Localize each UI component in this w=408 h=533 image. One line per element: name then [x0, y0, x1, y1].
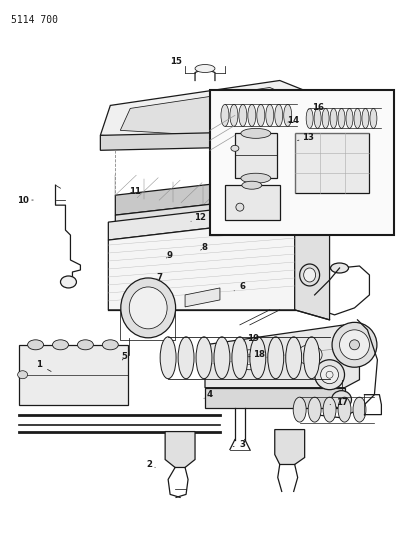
Bar	[283, 100, 308, 118]
Ellipse shape	[28, 340, 44, 350]
Text: 2: 2	[146, 460, 155, 469]
Text: 16: 16	[308, 102, 324, 111]
Text: 9: 9	[166, 252, 173, 260]
Ellipse shape	[299, 264, 319, 286]
Ellipse shape	[288, 104, 302, 115]
Ellipse shape	[286, 337, 302, 379]
Ellipse shape	[178, 337, 194, 379]
Ellipse shape	[338, 397, 351, 422]
Ellipse shape	[129, 287, 167, 329]
Ellipse shape	[221, 104, 229, 126]
Ellipse shape	[306, 108, 313, 128]
Ellipse shape	[242, 181, 262, 189]
Text: 4: 4	[204, 390, 213, 399]
Polygon shape	[290, 195, 310, 235]
Polygon shape	[295, 218, 330, 320]
Ellipse shape	[308, 397, 321, 422]
Bar	[295, 133, 369, 193]
Ellipse shape	[257, 104, 265, 126]
Ellipse shape	[196, 337, 212, 379]
Ellipse shape	[236, 203, 244, 211]
Polygon shape	[115, 175, 290, 215]
Ellipse shape	[195, 64, 215, 72]
Ellipse shape	[160, 337, 176, 379]
Ellipse shape	[338, 108, 345, 128]
Ellipse shape	[293, 397, 306, 422]
Ellipse shape	[315, 360, 344, 390]
Ellipse shape	[353, 397, 366, 422]
Ellipse shape	[241, 173, 271, 183]
Ellipse shape	[53, 340, 69, 350]
Polygon shape	[165, 432, 195, 467]
Ellipse shape	[78, 340, 93, 350]
Text: 11: 11	[129, 187, 141, 196]
Ellipse shape	[284, 104, 292, 126]
Bar	[210, 91, 395, 235]
Polygon shape	[115, 195, 290, 250]
Ellipse shape	[248, 104, 256, 126]
Bar	[19, 345, 128, 405]
Ellipse shape	[346, 108, 353, 128]
Ellipse shape	[323, 397, 336, 422]
Ellipse shape	[232, 337, 248, 379]
Text: 17: 17	[330, 398, 348, 407]
Ellipse shape	[330, 263, 348, 273]
Ellipse shape	[321, 366, 339, 384]
Ellipse shape	[230, 104, 238, 126]
Polygon shape	[275, 430, 305, 464]
Text: 14: 14	[287, 116, 299, 125]
Ellipse shape	[299, 177, 321, 193]
Text: 3: 3	[233, 440, 246, 449]
Polygon shape	[109, 200, 295, 240]
Ellipse shape	[332, 391, 352, 409]
Text: 15: 15	[170, 58, 182, 66]
Polygon shape	[100, 131, 319, 150]
Polygon shape	[185, 288, 220, 307]
Ellipse shape	[121, 278, 175, 338]
Ellipse shape	[241, 128, 271, 139]
Ellipse shape	[268, 337, 284, 379]
Ellipse shape	[250, 337, 266, 379]
Ellipse shape	[330, 108, 337, 128]
Ellipse shape	[370, 108, 377, 128]
Text: 6: 6	[234, 282, 246, 291]
Ellipse shape	[332, 322, 377, 367]
Ellipse shape	[239, 104, 247, 126]
Ellipse shape	[304, 337, 319, 379]
Ellipse shape	[60, 276, 76, 288]
Text: 8: 8	[201, 244, 207, 253]
Text: 19: 19	[244, 334, 259, 343]
Ellipse shape	[354, 108, 361, 128]
Text: 1: 1	[36, 360, 51, 372]
Ellipse shape	[102, 340, 118, 350]
Ellipse shape	[297, 345, 322, 365]
Ellipse shape	[237, 350, 262, 370]
Ellipse shape	[339, 330, 369, 360]
Ellipse shape	[350, 340, 359, 350]
Text: 10: 10	[17, 196, 33, 205]
Ellipse shape	[275, 104, 283, 126]
Ellipse shape	[304, 268, 316, 282]
Polygon shape	[120, 87, 310, 139]
Ellipse shape	[266, 104, 274, 126]
Ellipse shape	[214, 337, 230, 379]
Bar	[235, 133, 277, 178]
Text: 7: 7	[156, 273, 162, 281]
Text: 5114 700: 5114 700	[11, 15, 58, 25]
Text: 12: 12	[191, 213, 206, 222]
Ellipse shape	[362, 108, 369, 128]
Ellipse shape	[231, 146, 239, 151]
Polygon shape	[100, 80, 330, 146]
Text: 5: 5	[122, 352, 128, 361]
Text: 18: 18	[248, 350, 265, 359]
Polygon shape	[205, 325, 359, 387]
Text: 13: 13	[297, 133, 314, 142]
Polygon shape	[205, 387, 344, 408]
Ellipse shape	[18, 371, 28, 379]
Bar	[225, 185, 280, 220]
Polygon shape	[109, 218, 295, 310]
Ellipse shape	[322, 108, 329, 128]
Ellipse shape	[314, 108, 321, 128]
